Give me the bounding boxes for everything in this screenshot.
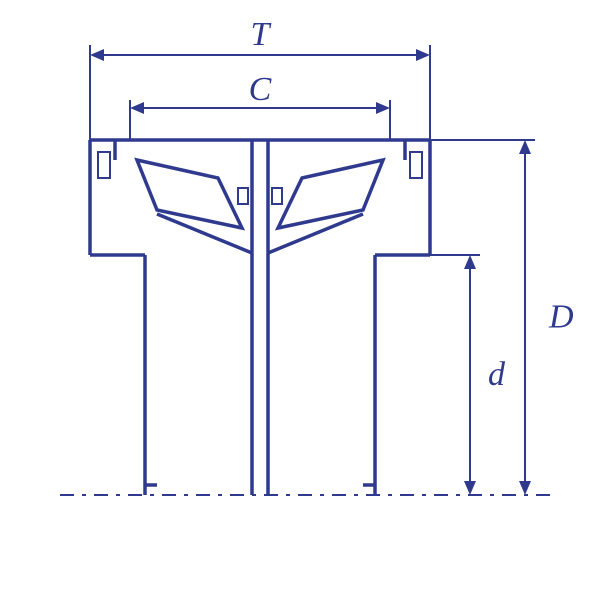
label-C: C	[249, 71, 272, 108]
label-d: d	[488, 356, 506, 393]
label-D: D	[548, 299, 574, 336]
label-T: T	[251, 16, 272, 53]
bearing-cross-section-diagram: TC Dd	[0, 0, 600, 600]
